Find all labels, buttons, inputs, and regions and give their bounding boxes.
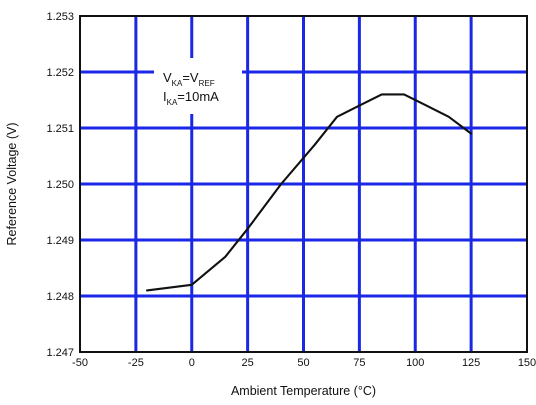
x-axis-label: Ambient Temperature (°C) xyxy=(231,384,376,398)
series-layer xyxy=(102,93,473,298)
y-tick-label: 1.247 xyxy=(46,347,74,359)
x-tick-label: 25 xyxy=(242,357,254,369)
annotation-i-symbol: I xyxy=(163,89,167,104)
y-tick-label: 1.250 xyxy=(46,179,74,191)
series-line xyxy=(146,93,473,292)
condition-annotation: VKA=VREF IKA=10mA xyxy=(154,58,242,114)
annotation-equals-v: =V xyxy=(182,70,199,85)
x-tick-label: 125 xyxy=(462,357,480,369)
plot-frame-layer xyxy=(79,15,528,353)
y-tick-label: 1.249 xyxy=(46,235,74,247)
x-tick-label: 0 xyxy=(189,357,195,369)
y-tick-label: 1.251 xyxy=(46,123,74,135)
annotation-v-symbol: V xyxy=(163,70,172,85)
annotation-background xyxy=(154,58,242,114)
x-tick-label: -50 xyxy=(72,357,88,369)
annotation-ika-line: IKA=10mA xyxy=(163,89,219,107)
x-tick-label: 50 xyxy=(297,357,309,369)
y-tick-label: 1.252 xyxy=(46,67,74,79)
grid-layer xyxy=(80,16,527,352)
annotation-ref-subscript: REF xyxy=(199,79,215,88)
x-tick-label: 150 xyxy=(518,357,536,369)
annotation-ka-subscript-2: KA xyxy=(167,98,178,107)
annotation-vka-line: VKA=VREF xyxy=(163,70,215,88)
y-tick-label: 1.248 xyxy=(46,291,74,303)
plot-frame xyxy=(79,15,528,353)
x-tick-label: 100 xyxy=(406,357,424,369)
annotation-current-value: =10mA xyxy=(177,89,219,104)
x-tick-labels: -50 -25 0 25 50 75 100 125 150 xyxy=(72,357,536,369)
y-axis-label: Reference Voltage (V) xyxy=(5,123,19,246)
y-tick-label: 1.253 xyxy=(46,11,74,23)
x-tick-label: 75 xyxy=(353,357,365,369)
y-tick-labels: 1.247 1.248 1.249 1.250 1.251 1.252 1.253 xyxy=(46,11,74,359)
annotation-ka-subscript: KA xyxy=(172,79,183,88)
x-tick-label: -25 xyxy=(128,357,144,369)
